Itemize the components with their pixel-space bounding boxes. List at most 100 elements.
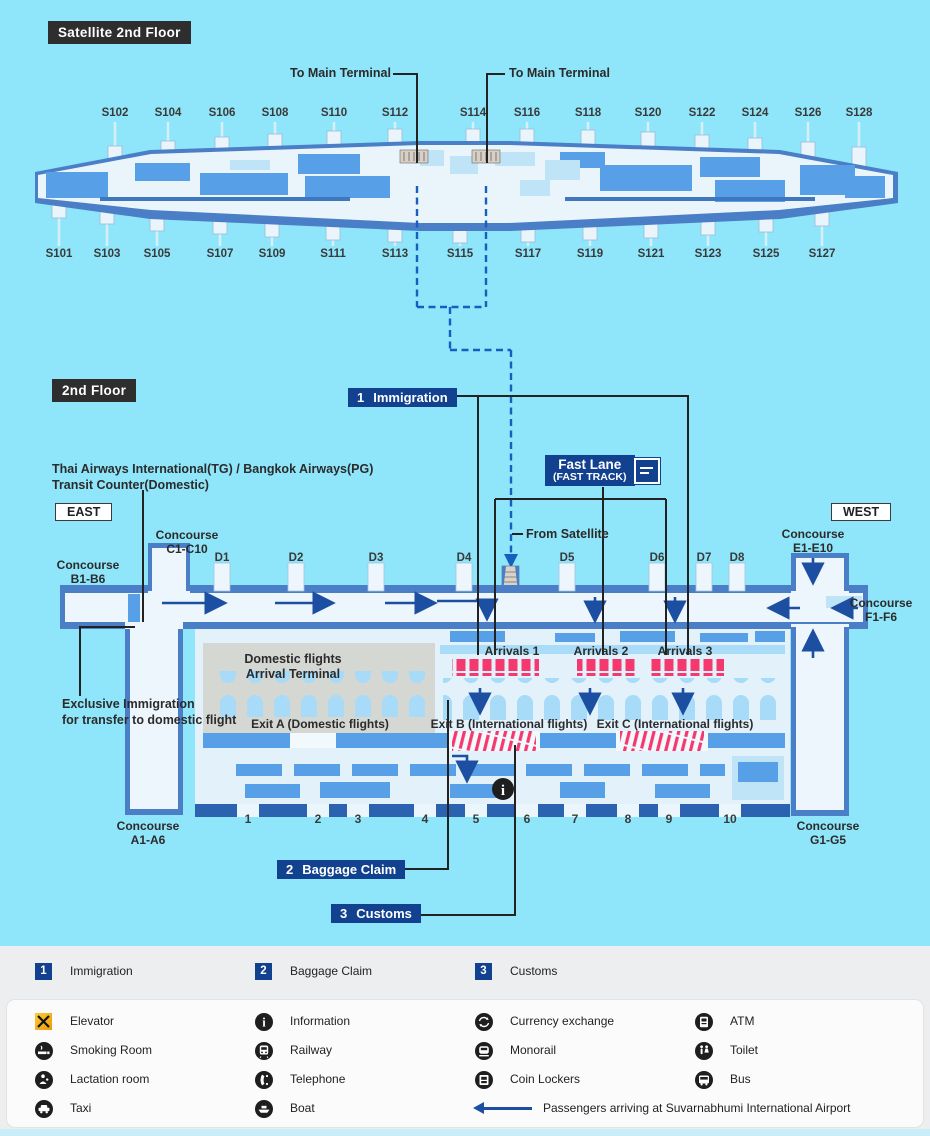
gate-label: D7 [696, 552, 712, 564]
railway-icon [255, 1042, 273, 1060]
exit-number: 3 [354, 812, 362, 826]
gate-label: S127 [808, 248, 836, 260]
atm-icon [695, 1013, 713, 1031]
legend-number-1: 1 [35, 963, 52, 980]
second-floor-title: 2nd Floor [52, 379, 137, 402]
fast-lane-callout: Fast Lane (FAST TRACK) [545, 455, 635, 487]
immigration-callout: 1 Immigration [348, 388, 457, 407]
immigration-callout-number: 1 [357, 390, 365, 405]
gate-label: D6 [649, 552, 665, 564]
exit-a-label: Exit A (Domestic flights) [251, 717, 389, 731]
information-icon: i [255, 1013, 273, 1031]
gate-label: S124 [741, 107, 769, 119]
gate-label: S119 [576, 248, 604, 260]
from-satellite-label: From Satellite [526, 527, 609, 541]
gate-label: S116 [513, 107, 541, 119]
gate-label: S102 [101, 107, 129, 119]
legend-label-immigration: Immigration [70, 964, 133, 978]
legend-label-atm: ATM [730, 1014, 755, 1028]
to-main-terminal-left-line [393, 73, 418, 163]
gate-label: S101 [45, 248, 73, 260]
satellite-building [35, 141, 898, 231]
exit-number: 4 [421, 812, 429, 826]
customs-callout-number: 3 [340, 906, 348, 921]
to-main-terminal-left-label: To Main Terminal [290, 66, 391, 80]
legend-label-baggage-claim: Baggage Claim [290, 964, 373, 978]
gate-label: S113 [381, 248, 409, 260]
satellite-transfer-path [415, 186, 513, 556]
gate-label: S128 [845, 107, 873, 119]
gate-label: S123 [694, 248, 722, 260]
arrivals-2-label: Arrivals 2 [573, 644, 629, 658]
to-main-terminal-right-label: To Main Terminal [509, 66, 610, 80]
legend-label-lactation-room: Lactation room [70, 1072, 150, 1086]
east-label: EAST [55, 503, 113, 521]
exit-number: 9 [665, 812, 673, 826]
callout-lines [79, 395, 689, 916]
baggage-claim-callout-number: 2 [286, 862, 294, 877]
concourse-f-label: Concourse F1-F6 [849, 596, 913, 625]
elevator-icon [35, 1013, 52, 1030]
gate-label: D8 [729, 552, 745, 564]
smoking-room-icon [35, 1042, 53, 1060]
customs-callout-label: Customs [356, 906, 412, 921]
baggage-claim-callout-label: Baggage Claim [302, 862, 397, 877]
lactation-room-icon [35, 1071, 53, 1089]
gate-label: S126 [794, 107, 822, 119]
taxi-icon [35, 1100, 53, 1118]
domestic-arrival-label: Domestic flights Arrival Terminal [244, 652, 342, 681]
fast-lane-line1: Fast Lane [558, 457, 622, 472]
legend-label-boat: Boat [290, 1101, 315, 1115]
passenger-flow-arrows [162, 558, 858, 784]
bus-icon [695, 1071, 713, 1089]
concourse-b-label: Concourse B1-B6 [56, 558, 120, 587]
exit-number: 10 [723, 812, 737, 826]
fast-track-badge-icon [634, 458, 660, 484]
legend-label-arrival-note: Passengers arriving at Suvarnabhumi Inte… [543, 1101, 851, 1115]
boat-icon [255, 1100, 273, 1118]
svg-text:i: i [262, 1016, 266, 1030]
gate-label: S112 [381, 107, 409, 119]
concourse-c-stub [148, 543, 190, 593]
telephone-icon [255, 1071, 273, 1089]
legend-number-2: 2 [255, 963, 272, 980]
transfer-path-arrowhead [504, 554, 518, 568]
gate-label: S120 [634, 107, 662, 119]
legend-label-customs: Customs [510, 964, 558, 978]
gate-label: S114 [459, 107, 487, 119]
gate-label: S118 [574, 107, 602, 119]
exclusive-immigration-note: Exclusive Immigration for transfer to do… [62, 697, 236, 728]
satellite-gate-leaders [57, 122, 861, 246]
arrivals-1-label: Arrivals 1 [484, 644, 540, 658]
exit-number: 1 [244, 812, 252, 826]
arrivals-3-label: Arrivals 3 [657, 644, 713, 658]
exit-b-queue-stripes [452, 731, 536, 751]
gate-label: D1 [214, 552, 230, 564]
terminal-body [195, 629, 790, 817]
legend-label-taxi: Taxi [70, 1101, 92, 1115]
exit-number: 5 [472, 812, 480, 826]
legend-label-elevator: Elevator [70, 1014, 115, 1028]
arrivals-counters [452, 659, 724, 676]
toilet-icon [695, 1042, 713, 1060]
d-gate-stubs [213, 562, 746, 592]
customs-callout: 3 Customs [331, 904, 421, 923]
exit-c-label: Exit C (International flights) [596, 717, 754, 731]
gate-label: S117 [514, 248, 542, 260]
exclusive-note-line2: for transfer to domestic flight [62, 712, 237, 727]
gate-label: S108 [261, 107, 289, 119]
currency-exchange-icon [475, 1013, 493, 1031]
exit-number: 8 [624, 812, 632, 826]
exit-notches [237, 804, 741, 817]
svg-text:i: i [501, 783, 505, 799]
exit-c-queue-stripes [620, 731, 704, 751]
west-label: WEST [831, 503, 892, 521]
concourse-g-label: Concourse G1-G5 [796, 819, 860, 848]
gate-label: D5 [559, 552, 575, 564]
gate-label: S109 [258, 248, 286, 260]
gate-label: S105 [143, 248, 171, 260]
legend-label-information: Information [290, 1014, 351, 1028]
exit-number: 7 [571, 812, 579, 826]
to-main-terminal-right-line [486, 73, 505, 163]
